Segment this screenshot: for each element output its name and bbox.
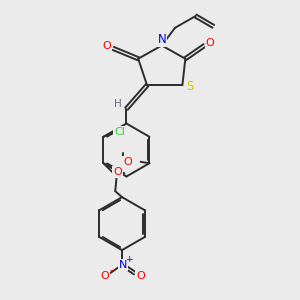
Text: S: S xyxy=(186,80,194,93)
Text: O: O xyxy=(113,167,122,177)
Text: H: H xyxy=(114,99,122,110)
Text: +: + xyxy=(125,255,132,264)
Text: -: - xyxy=(110,265,113,275)
Text: N: N xyxy=(118,260,127,270)
Text: Cl: Cl xyxy=(114,127,125,137)
Text: O: O xyxy=(206,38,214,47)
Text: O: O xyxy=(123,157,132,167)
Text: O: O xyxy=(102,41,111,51)
Text: O: O xyxy=(136,271,145,281)
Text: O: O xyxy=(100,271,109,281)
Text: N: N xyxy=(158,33,166,46)
